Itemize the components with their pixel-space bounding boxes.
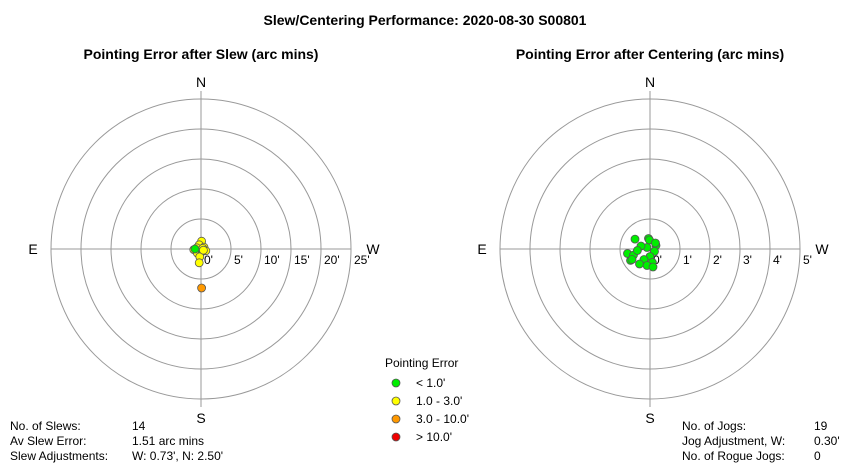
rogue-jogs-value: 0 bbox=[814, 449, 821, 463]
polar-plot-slew: Pointing Error after Slew (arc mins) 0' 5'… bbox=[28, 46, 380, 426]
data-point-10 bbox=[194, 258, 204, 268]
av-slew-error-value: 1.51 arc mins bbox=[132, 434, 205, 448]
data-point-12 bbox=[198, 245, 208, 255]
jog-count-label: No. of Jogs: bbox=[682, 419, 747, 433]
ring-label: 5' bbox=[803, 253, 812, 267]
data-point-8 bbox=[633, 246, 642, 255]
jog-adjustment-value: 0.30' bbox=[814, 434, 840, 448]
plot-title: Pointing Error after Slew (arc mins) bbox=[84, 46, 319, 62]
pointing-error-legend: Pointing Error < 1.0' 1.0 - 3.0' 3.0 - 10.0… bbox=[385, 356, 469, 444]
legend-swatch-2 bbox=[391, 414, 401, 424]
legend-label-3: > 10.0' bbox=[416, 430, 452, 444]
jog-adjustment-label: Jog Adjustment, W: bbox=[682, 434, 786, 448]
ring-label: 10' bbox=[264, 253, 280, 267]
data-point-17 bbox=[627, 255, 637, 264]
legend-label-0: < 1.0' bbox=[416, 376, 445, 390]
ring-label: 0' bbox=[204, 253, 213, 267]
legend-swatch-1 bbox=[391, 396, 401, 406]
compass-east: E bbox=[28, 241, 37, 257]
legend-swatch-0 bbox=[391, 378, 401, 388]
jog-count-value: 19 bbox=[814, 419, 828, 433]
compass-west: W bbox=[366, 241, 380, 257]
main-title: Slew/Centering Performance: 2020-08-30 S… bbox=[264, 12, 587, 28]
compass-north: N bbox=[645, 74, 655, 90]
compass-south: S bbox=[196, 410, 205, 426]
ring-label: 1' bbox=[683, 253, 692, 267]
slew-adjustments-value: W: 0.73', N: 2.50' bbox=[132, 449, 224, 463]
legend-swatch-3 bbox=[391, 432, 401, 442]
plot-title: Pointing Error after Centering (arc mins… bbox=[516, 46, 784, 62]
data-point-1 bbox=[630, 234, 640, 244]
compass-south: S bbox=[645, 410, 654, 426]
data-point-16 bbox=[648, 262, 658, 272]
ring-label: 2' bbox=[713, 253, 722, 267]
data-point-18 bbox=[651, 238, 660, 248]
compass-west: W bbox=[815, 241, 829, 257]
slew-count-label: No. of Slews: bbox=[10, 419, 81, 433]
ring-label: 15' bbox=[294, 253, 310, 267]
ring-label: 0' bbox=[653, 253, 662, 267]
data-point-11 bbox=[190, 244, 200, 254]
av-slew-error-label: Av Slew Error: bbox=[10, 434, 87, 448]
slew-adjustments-label: Slew Adjustments: bbox=[10, 449, 109, 463]
compass-north: N bbox=[196, 74, 206, 90]
legend-label-2: 3.0 - 10.0' bbox=[416, 412, 469, 426]
legend-title: Pointing Error bbox=[385, 356, 458, 370]
ring-label: 5' bbox=[234, 253, 243, 267]
rogue-jogs-label: No. of Rogue Jogs: bbox=[682, 449, 785, 463]
ring-label: 3' bbox=[743, 253, 752, 267]
slew-count-value: 14 bbox=[132, 419, 146, 433]
ring-label: 4' bbox=[773, 253, 782, 267]
polar-plot-centering: Pointing Error after Centering (arc mins… bbox=[477, 46, 829, 426]
compass-east: E bbox=[477, 241, 486, 257]
ring-label: 20' bbox=[324, 253, 340, 267]
ring-label: 25' bbox=[354, 253, 370, 267]
data-point-13 bbox=[635, 259, 644, 269]
legend-label-1: 1.0 - 3.0' bbox=[416, 394, 462, 408]
data-point-13 bbox=[197, 283, 207, 293]
